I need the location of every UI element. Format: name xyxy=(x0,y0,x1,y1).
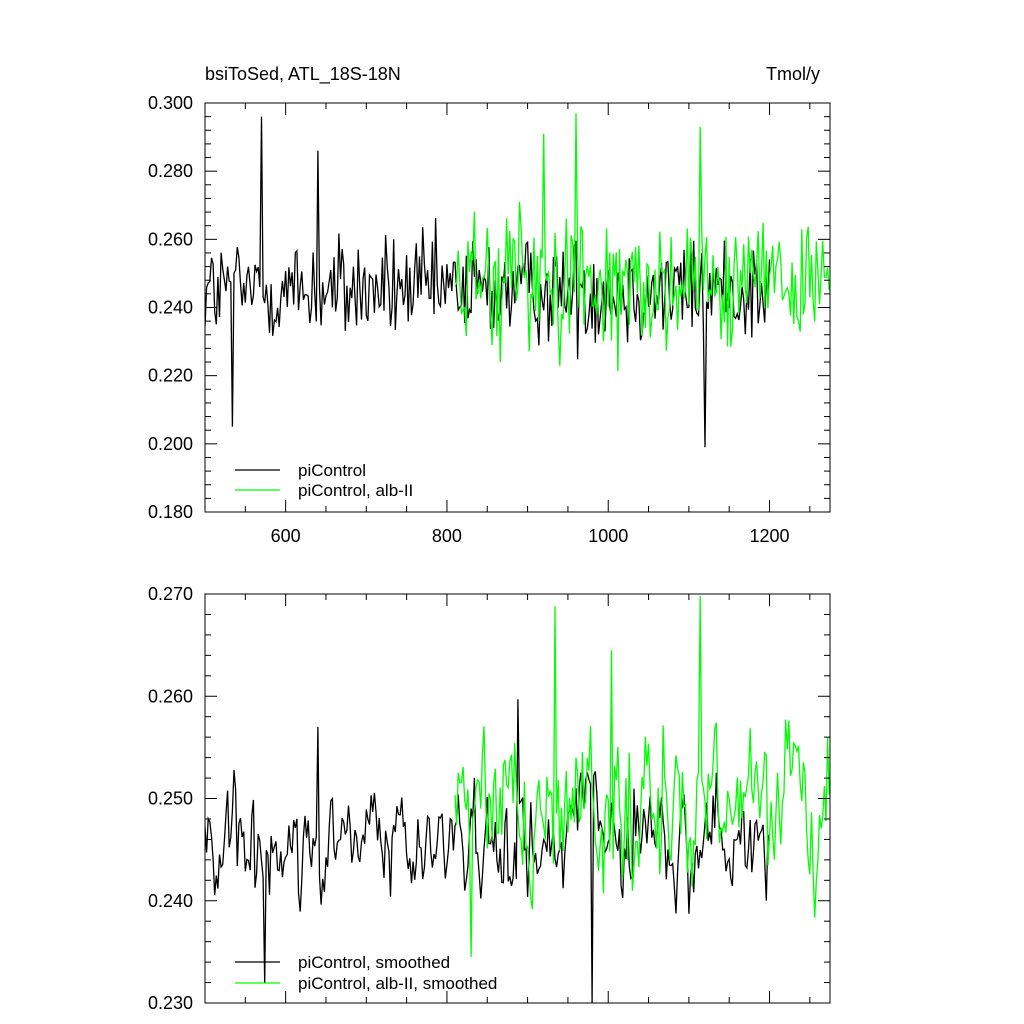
bottom-ytick-label: 0.240 xyxy=(148,891,193,911)
top-series-picontrol-alb-ii xyxy=(454,113,830,372)
top-xtick-label: 1200 xyxy=(749,526,789,546)
chart-top-title: bsiToSed, ATL_18S-18N xyxy=(205,64,401,85)
top-series-picontrol xyxy=(205,116,771,448)
top-ytick-label: 0.180 xyxy=(148,502,193,522)
bottom-series-picontrol-alb-ii-smoothed xyxy=(454,595,830,958)
legend-label-picontrol-alb-ii: piControl, alb-II xyxy=(298,481,413,500)
top-ytick-label: 0.240 xyxy=(148,298,193,318)
chart-top-legend: piControl piControl, alb-II xyxy=(235,461,413,500)
chart-top-units: Tmol/y xyxy=(766,64,820,84)
bottom-series-picontrol-smoothed xyxy=(205,699,771,1003)
top-xtick-label: 800 xyxy=(432,526,462,546)
top-ytick-label: 0.220 xyxy=(148,366,193,386)
bottom-ytick-label: 0.230 xyxy=(148,993,193,1013)
top-xtick-label: 600 xyxy=(271,526,301,546)
chart-bottom-series-group xyxy=(205,595,830,1003)
chart-bottom: 0.230 0.240 0.250 0.260 0.270 piControl, smo… xyxy=(148,584,831,1013)
top-ytick-label: 0.280 xyxy=(148,161,193,181)
top-ytick-label: 0.260 xyxy=(148,229,193,249)
legend-label-picontrol-alb-ii-smoothed: piControl, alb-II, smoothed xyxy=(298,974,497,993)
bottom-ytick-label: 0.270 xyxy=(148,584,193,604)
chart-top-ticks: 600 800 1000 1200 0.180 0.200 0.220 0.240 0.260 0… xyxy=(148,93,830,546)
legend-label-picontrol-smoothed: piControl, smoothed xyxy=(298,953,450,972)
top-xtick-label: 1000 xyxy=(588,526,628,546)
bottom-ytick-label: 0.250 xyxy=(148,789,193,809)
top-ytick-label: 0.200 xyxy=(148,434,193,454)
chart-bottom-legend: piControl, smoothed piControl, alb-II, s… xyxy=(235,953,497,993)
chart-top-series-group xyxy=(205,113,830,448)
bottom-ytick-label: 0.260 xyxy=(148,686,193,706)
chart-top: bsiToSed, ATL_18S-18N Tmol/y 600 800 1000 1… xyxy=(148,64,831,546)
chart-bottom-ticks: 0.230 0.240 0.250 0.260 0.270 xyxy=(148,584,830,1013)
legend-label-picontrol: piControl xyxy=(298,461,366,480)
top-ytick-label: 0.300 xyxy=(148,93,193,113)
